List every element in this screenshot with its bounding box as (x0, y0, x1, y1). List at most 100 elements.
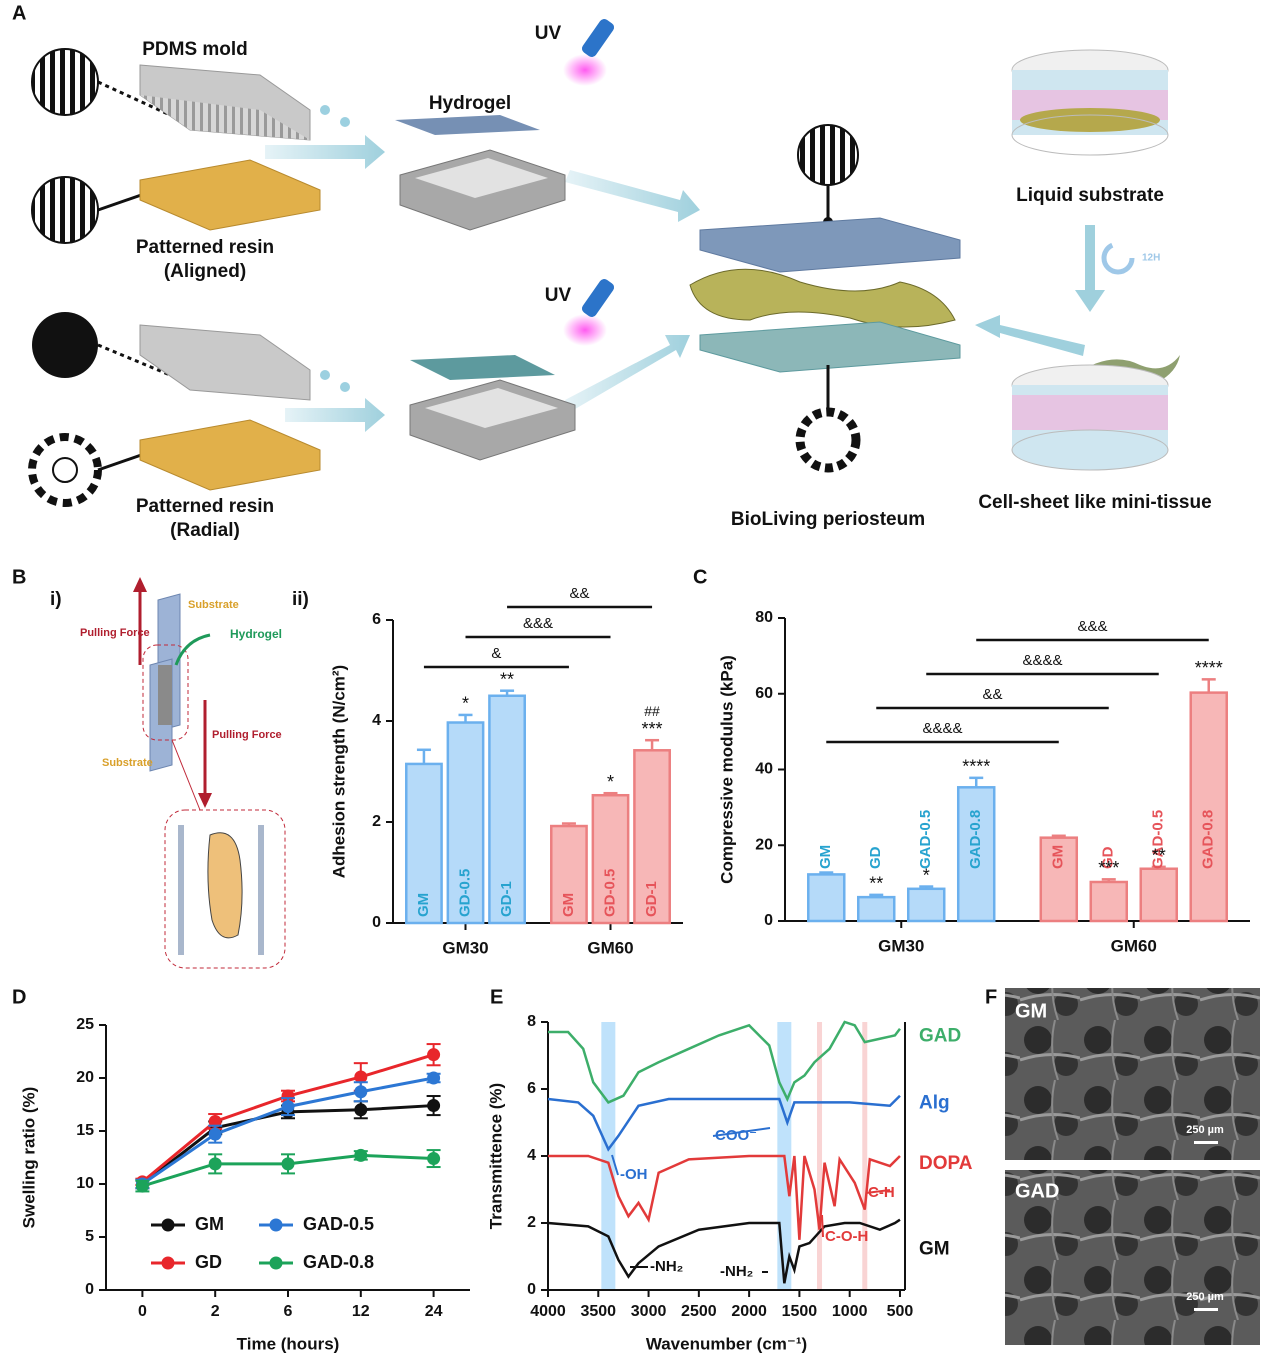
y-tick-label: 8 (527, 1013, 536, 1030)
x-tick-label: 500 (887, 1303, 914, 1320)
dish (1011, 114, 1169, 156)
annotation: -NH₂ (720, 1263, 753, 1280)
y-tick-label: 40 (755, 761, 773, 778)
bar-label: GD (1100, 846, 1117, 869)
cells (1020, 108, 1160, 132)
y-tick-label: 4 (372, 712, 381, 729)
series-label: DOPA (919, 1153, 973, 1174)
dish (1012, 395, 1168, 430)
y-tick-label: 0 (85, 1281, 94, 1298)
bar (857, 895, 896, 923)
clock (1101, 241, 1135, 275)
bar (488, 694, 526, 925)
zoom-box (164, 809, 286, 969)
substrate (178, 825, 184, 955)
spectrum-line (547, 1218, 901, 1284)
legend-label: GAD-0.8 (303, 1252, 374, 1272)
bar-label: GD-1 (643, 881, 660, 917)
pointer (171, 739, 201, 811)
pattern-circle (795, 407, 861, 473)
pattern-circle (31, 176, 99, 244)
marker (354, 1103, 368, 1117)
significance: *** (642, 719, 663, 739)
label: Hydrogel (429, 93, 511, 114)
sem-label: GM (1015, 1000, 1047, 1022)
force-arrow (133, 577, 147, 592)
y-axis-label: Adhesion strength (N/cm²) (329, 665, 348, 878)
y-axis-label: Compressive modulus (kPa) (717, 655, 736, 884)
legend-marker (269, 1218, 283, 1232)
scale-bar-label: 250 µm (1186, 1291, 1224, 1303)
box (415, 158, 548, 198)
bar (446, 721, 485, 925)
annotation: -NH₂ (650, 1258, 683, 1275)
uv-lamp (581, 18, 615, 58)
series-label: GM (919, 1239, 950, 1260)
sem-image (1005, 1170, 1260, 1345)
legend-marker (161, 1256, 175, 1270)
legend-marker (269, 1256, 283, 1270)
marker (208, 1127, 222, 1141)
legend-label: GD (195, 1252, 222, 1272)
y-tick-label: 0 (527, 1281, 536, 1298)
substrate (258, 825, 264, 955)
y-tick-label: 6 (527, 1080, 536, 1097)
label: Cell-sheet like mini-tissue (978, 492, 1211, 513)
schematic: A PDMS mold Patterned resin (Aligned) Pa… (12, 2, 1212, 541)
y-tick-label: 2 (527, 1214, 536, 1231)
significance: ** (1152, 846, 1166, 866)
comparison-label: && (570, 585, 590, 602)
force-arrow (198, 793, 212, 808)
arrow (565, 170, 700, 222)
y-tick-label: 4 (527, 1147, 536, 1164)
pattern-circle (31, 48, 99, 116)
bar (591, 793, 630, 925)
bar-label: GD-0.5 (601, 869, 618, 917)
y-tick-label: 5 (85, 1228, 94, 1245)
y-tick-label: 80 (755, 609, 773, 626)
x-tick-label: 6 (284, 1303, 293, 1320)
x-tick-label: 1500 (782, 1303, 818, 1320)
annotation: -OH (620, 1166, 648, 1183)
uv-lamp (581, 278, 615, 318)
x-tick-label: 4000 (530, 1303, 566, 1320)
comparison-label: &&& (523, 615, 553, 632)
label: Liquid substrate (1016, 185, 1164, 206)
arrow (1075, 225, 1105, 312)
adhesion-diagram: B i) ii) Substrate Substrate Pulling For… (12, 566, 1260, 1345)
label: 12H (1142, 253, 1160, 264)
annotation-arrow (712, 1127, 771, 1137)
bar-label: GAD-0.8 (967, 810, 984, 869)
significance: *** (1098, 858, 1119, 878)
bar-label: GD-1 (498, 881, 515, 917)
pointer (97, 343, 171, 377)
hydrogel (158, 665, 172, 725)
label: Substrate (188, 599, 239, 611)
highlight-band (817, 1022, 823, 1290)
pointer (97, 80, 171, 117)
drop (340, 382, 350, 392)
arrow (285, 398, 385, 432)
x-tick-label: 0 (138, 1303, 147, 1320)
bar (1139, 867, 1178, 923)
bar (807, 873, 846, 923)
marker (427, 1099, 441, 1113)
pdms-mold (140, 95, 310, 140)
comparison-label: && (982, 686, 1002, 703)
label: Patterned resin (136, 496, 274, 517)
bar (1039, 836, 1079, 923)
series-label: GAD (919, 1026, 961, 1047)
hydrogel-layer (395, 115, 540, 135)
annotation: C-O-H (825, 1228, 868, 1245)
bar-label: GM (1050, 845, 1067, 869)
label: Hydrogel (230, 627, 282, 641)
label: Patterned resin (136, 237, 274, 258)
marker (281, 1089, 295, 1103)
bar-label: GAD-0.5 (917, 810, 934, 869)
label: UV (545, 285, 572, 306)
bar (906, 887, 946, 923)
dish (1011, 429, 1169, 471)
uv-light (563, 314, 607, 346)
bar-label: GM (415, 893, 432, 917)
